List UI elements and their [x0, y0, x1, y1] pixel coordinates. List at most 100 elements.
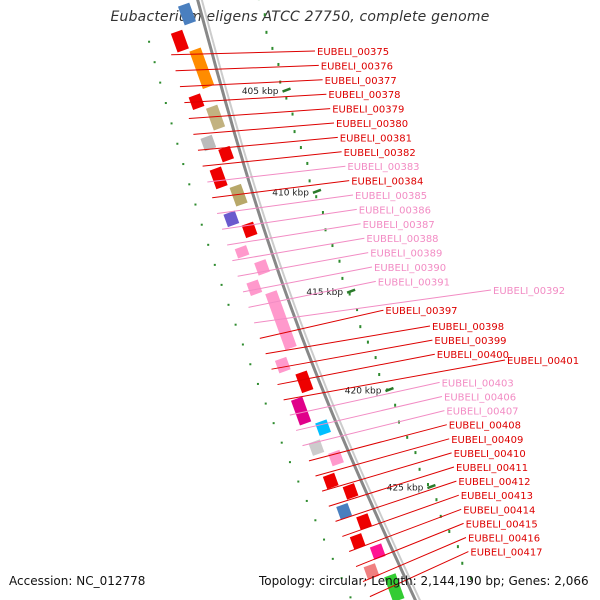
gc-tick	[200, 223, 203, 226]
ruler-label: 420 kbp	[345, 387, 382, 397]
gc-tick	[435, 498, 438, 502]
gene-feature	[200, 134, 217, 152]
gene-feature	[223, 210, 240, 228]
gene-feature	[177, 2, 197, 26]
gc-tick	[306, 161, 309, 165]
gc-tick	[331, 244, 334, 248]
gene-label: EUBELI_00390	[374, 263, 446, 274]
leader-line	[355, 522, 464, 568]
gene-label: EUBELI_00381	[340, 133, 412, 144]
leader-line	[265, 325, 431, 355]
gc-tick	[349, 596, 352, 599]
gc-tick	[448, 530, 451, 534]
gc-tick	[439, 514, 442, 518]
leader-line	[237, 252, 369, 277]
gc-tick	[338, 259, 341, 263]
gene-feature	[315, 419, 331, 436]
gene-label: EUBELI_00379	[332, 105, 404, 116]
gc-tick	[291, 112, 294, 116]
gc-tick	[348, 292, 351, 296]
leader-line	[335, 480, 457, 522]
gc-tick	[305, 499, 308, 502]
gene-label: EUBELI_00377	[325, 76, 397, 87]
gene-label: EUBELI_00385	[355, 191, 427, 202]
leader-line	[217, 194, 354, 215]
gc-tick	[234, 323, 237, 326]
gene-label: EUBELI_00376	[321, 61, 393, 72]
gc-tick	[249, 363, 252, 366]
leader-line	[193, 122, 335, 135]
leader-line	[197, 136, 338, 151]
gene-feature	[290, 396, 312, 426]
genome-summary-text: Topology: circular; Length: 2,144,190 bp…	[259, 574, 589, 588]
gene-label: EUBELI_00415	[466, 519, 538, 530]
gc-tick	[414, 451, 417, 455]
gene-label: EUBELI_00384	[351, 177, 423, 188]
gene-label: EUBELI_00417	[470, 548, 542, 559]
gc-tick	[359, 325, 362, 329]
gene-feature	[218, 145, 235, 163]
leader-line	[277, 353, 435, 386]
leader-line	[207, 165, 346, 183]
leader-line	[188, 108, 331, 120]
leader-line	[222, 208, 357, 230]
gc-tick	[182, 163, 185, 166]
ruler-label: 425 kbp	[387, 484, 424, 494]
gc-tick	[315, 195, 318, 199]
gc-tick	[265, 30, 268, 34]
gc-ticks-track	[148, 0, 472, 599]
gene-label: EUBELI_00411	[456, 463, 528, 474]
label-leader-lines	[171, 50, 506, 598]
leader-line	[283, 359, 506, 401]
leader-line	[242, 266, 373, 293]
gene-label: EUBELI_00378	[328, 90, 400, 101]
gene-feature	[322, 472, 339, 490]
gene-label: EUBELI_00397	[385, 306, 457, 317]
gene-label: EUBELI_00412	[458, 477, 530, 488]
leader-line	[179, 79, 323, 88]
backbone-outer	[196, 0, 417, 600]
leader-line	[342, 494, 459, 537]
gene-feature	[336, 502, 353, 520]
gc-tick	[277, 62, 280, 66]
gc-tick	[406, 435, 409, 439]
gene-label: EUBELI_00410	[454, 449, 526, 460]
leader-line	[315, 438, 450, 477]
gc-tick	[285, 96, 288, 100]
gc-tick	[288, 461, 291, 464]
ruler-major-tick	[282, 87, 291, 93]
leader-line	[369, 551, 469, 598]
gc-tick	[148, 40, 151, 43]
leader-line	[259, 309, 384, 339]
gene-label: EUBELI_00416	[468, 534, 540, 545]
gc-tick	[293, 130, 296, 134]
gene-feature	[363, 563, 380, 580]
gc-tick	[299, 146, 302, 150]
gc-tick	[213, 263, 216, 266]
gc-tick	[271, 46, 274, 50]
gene-feature	[229, 183, 248, 207]
gc-tick	[256, 382, 259, 385]
gene-feature	[349, 533, 366, 550]
leader-line	[212, 180, 350, 199]
gc-tick	[341, 276, 344, 280]
ruler-label: 405 kbp	[242, 87, 279, 97]
gene-label: EUBELI_00408	[449, 421, 521, 432]
gene-label: EUBELI_00382	[344, 148, 416, 159]
leader-line	[184, 93, 327, 104]
gc-tick	[263, 13, 266, 17]
ruler-major-tick	[426, 483, 436, 490]
gc-tick	[153, 61, 156, 64]
ruler-major-tick	[385, 386, 394, 393]
leader-line	[202, 151, 342, 167]
gc-tick	[366, 340, 369, 344]
gene-label: EUBELI_00391	[378, 277, 450, 288]
backbone-inner	[200, 0, 421, 600]
gene-label: EUBELI_00414	[463, 505, 535, 516]
leader-line	[328, 466, 455, 507]
leader-line	[289, 381, 440, 416]
backbone	[196, 0, 421, 600]
gc-tick	[164, 102, 167, 105]
leader-line	[227, 223, 361, 246]
gene-label: EUBELI_00387	[363, 220, 435, 231]
